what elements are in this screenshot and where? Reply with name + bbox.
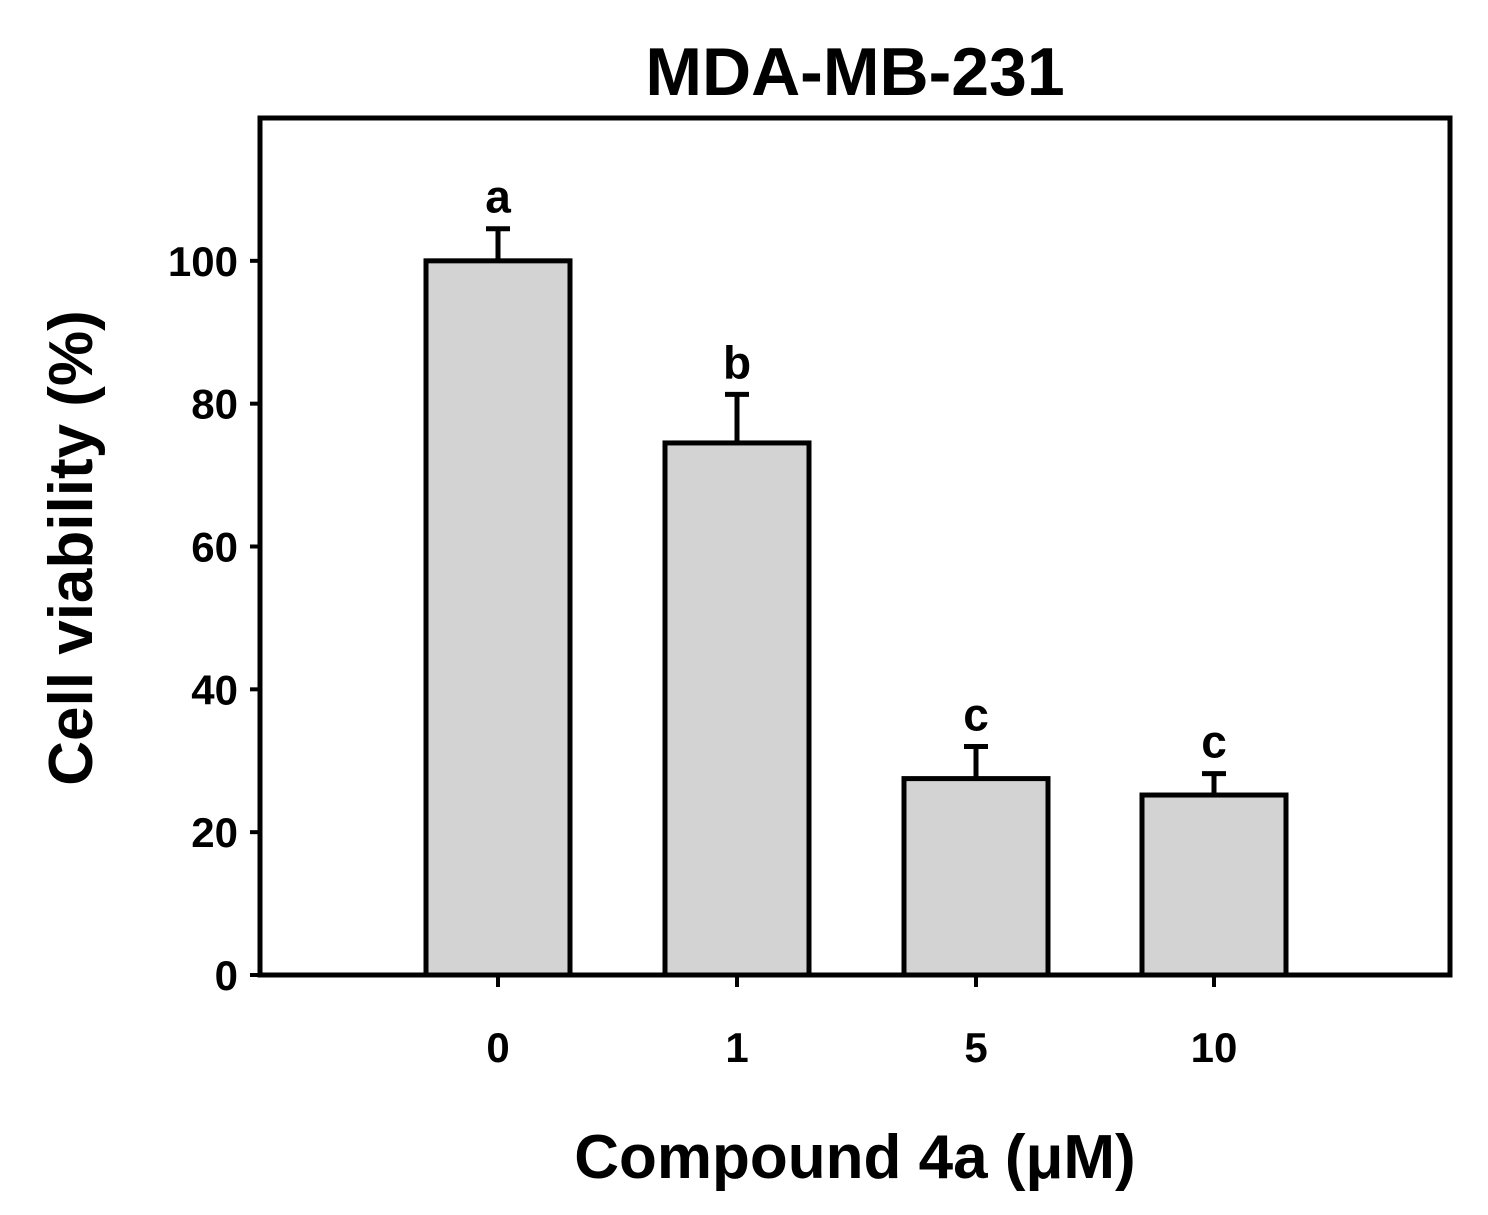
y-tick-label: 20 bbox=[191, 809, 238, 856]
x-axis: 0 1 5 10 bbox=[486, 975, 1237, 1071]
significance-label: c bbox=[1201, 716, 1227, 768]
bar-0 bbox=[423, 258, 573, 978]
bar-10 bbox=[1139, 792, 1289, 978]
y-tick-label: 80 bbox=[191, 381, 238, 428]
significance-label: c bbox=[963, 688, 989, 740]
significance-label: b bbox=[723, 336, 751, 388]
significance-labels: a b c c bbox=[485, 171, 1227, 768]
x-tick-label: 0 bbox=[486, 1024, 509, 1071]
bars bbox=[423, 258, 1289, 978]
x-tick-label: 5 bbox=[964, 1024, 987, 1071]
x-axis-label: Compound 4a (μM) bbox=[574, 1123, 1135, 1192]
y-axis-label: Cell viability (%) bbox=[37, 310, 106, 785]
x-tick-label: 1 bbox=[725, 1024, 748, 1071]
y-tick-label: 40 bbox=[191, 666, 238, 713]
bar-1 bbox=[662, 440, 812, 978]
y-tick-label: 0 bbox=[215, 952, 238, 999]
bar-5 bbox=[901, 776, 1051, 978]
y-axis: 0 20 40 60 80 100 bbox=[168, 238, 260, 999]
y-tick-label: 60 bbox=[191, 524, 238, 571]
error-bars bbox=[486, 226, 1226, 796]
chart-title: MDA-MB-231 bbox=[645, 34, 1064, 110]
significance-label: a bbox=[485, 171, 511, 223]
y-tick-label: 100 bbox=[168, 238, 238, 285]
x-tick-label: 10 bbox=[1191, 1024, 1238, 1071]
